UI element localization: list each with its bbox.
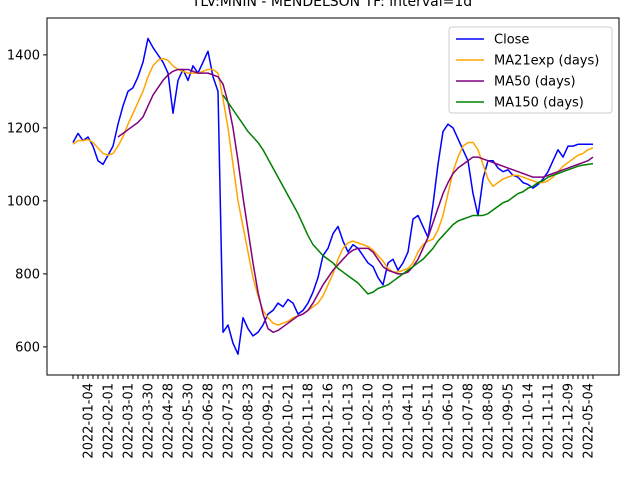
x-tick-label: 2022-05-04 xyxy=(582,383,597,459)
x-tick-label: 2020-09-21 xyxy=(262,383,277,459)
x-tick-label: 2022-03-30 xyxy=(142,383,157,459)
x-tick-label: 2021-11-11 xyxy=(542,383,557,459)
legend-label: Close xyxy=(494,33,529,48)
y-tick-label: 1200 xyxy=(7,121,40,136)
x-tick-label: 2021-10-14 xyxy=(522,383,537,459)
series-line xyxy=(222,94,594,295)
x-tick-label: 2021-12-09 xyxy=(562,383,577,459)
x-tick-label: 2020-10-21 xyxy=(282,383,297,459)
x-tick-label: 2021-01-13 xyxy=(342,383,357,459)
x-tick-label: 2022-06-28 xyxy=(202,383,217,459)
chart-title: TLV:MNIN - MENDELSON TF: interval=1d xyxy=(191,0,472,10)
legend-box xyxy=(448,26,613,114)
x-tick-label: 2020-12-16 xyxy=(322,383,337,459)
y-tick-label: 600 xyxy=(15,340,40,355)
x-tick-label: 2021-04-11 xyxy=(402,383,417,459)
x-tick-label: 2022-07-23 xyxy=(222,383,237,459)
x-tick-label: 2021-07-08 xyxy=(462,383,477,459)
x-tick-label: 2020-11-18 xyxy=(302,383,317,459)
x-tick-label: 2022-05-30 xyxy=(182,383,197,459)
x-tick-label: 2021-08-08 xyxy=(482,383,497,459)
x-tick-label: 2021-05-11 xyxy=(422,383,437,459)
legend-label: MA50 (days) xyxy=(494,75,576,90)
y-tick-label: 1000 xyxy=(7,194,40,209)
x-tick-label: 2021-06-10 xyxy=(442,383,457,459)
x-tick-label: 2022-02-01 xyxy=(102,383,117,459)
x-tick-label: 2021-03-10 xyxy=(382,383,397,459)
x-tick-label: 2022-01-04 xyxy=(82,383,97,459)
series-line xyxy=(72,57,594,326)
legend: Close MA21exp (days) MA50 (days) MA150 (day… xyxy=(448,26,613,114)
x-tick-label: 2022-04-28 xyxy=(162,383,177,459)
plot-frame xyxy=(46,17,620,376)
y-tick-label: 800 xyxy=(15,267,40,282)
x-tick-label: 2021-09-05 xyxy=(502,383,517,459)
legend-label: MA21exp (days) xyxy=(494,54,599,69)
x-tick-label: 2021-02-10 xyxy=(362,383,377,459)
x-tick-label: 2022-03-01 xyxy=(122,383,137,459)
x-tick-label: 2020-08-23 xyxy=(242,383,257,459)
legend-label: MA150 (days) xyxy=(494,96,584,111)
series-line xyxy=(72,37,593,355)
y-tick-label: 1400 xyxy=(7,48,40,63)
series-line xyxy=(117,68,594,334)
